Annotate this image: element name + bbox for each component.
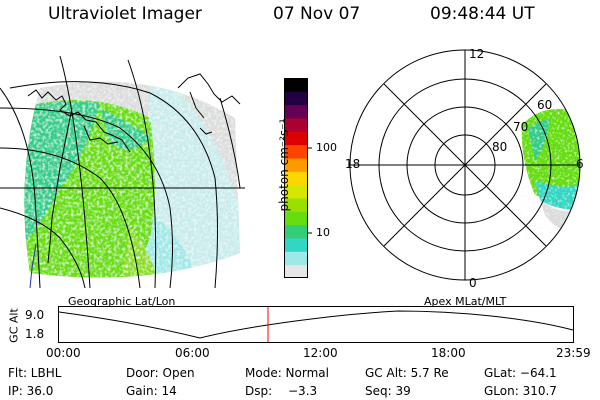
colorbar — [284, 78, 312, 278]
mlt-label-12: 12 — [469, 47, 485, 61]
left-panel-label: Geographic Lat/Lon — [68, 295, 176, 308]
polar-plot — [349, 49, 581, 281]
colorbar-tick-100: 100 — [316, 141, 337, 154]
gain-info: Gain: 14 — [126, 384, 177, 398]
xtick-0000: 00:00 — [46, 346, 81, 360]
colorbar-strip — [284, 238, 308, 252]
xtick-1200: 12:00 — [303, 346, 338, 360]
dsp-label: Dsp: — [245, 384, 273, 398]
glat-info: GLat: −64.1 — [484, 366, 557, 380]
geographic-image — [0, 55, 245, 288]
filter-info: Flt: LBHL — [8, 366, 62, 380]
colorbar-strip — [284, 211, 308, 226]
glon-info: GLon: 310.7 — [484, 384, 557, 398]
colorbar-strip — [284, 251, 308, 266]
mlat-label-70: 70 — [513, 120, 529, 134]
colorbar-tick-10: 10 — [316, 226, 330, 239]
mlt-label-18: 18 — [345, 157, 361, 171]
colorbar-strip — [284, 171, 308, 186]
mlt-label-0: 0 — [469, 276, 477, 290]
colorbar-strip — [284, 131, 308, 146]
mlt-label-6: 6 — [576, 157, 584, 171]
colorbar-strips — [284, 78, 308, 278]
date-label: 07 Nov 07 — [273, 4, 361, 24]
colorbar-strip — [284, 144, 308, 159]
altitude-ytick-min: 1.8 — [25, 327, 45, 341]
seq-info: Seq: 39 — [365, 384, 411, 398]
colorbar-strip — [284, 198, 308, 212]
colorbar-unit-label: photon cm⁻²s⁻¹ — [277, 118, 291, 212]
gc-alt-info: GC Alt: 5.7 Re — [365, 366, 449, 380]
altitude-ylabel: GC Alt — [7, 308, 21, 343]
colorbar-strip — [284, 91, 308, 106]
time-label: 09:48:44 UT — [430, 4, 535, 24]
altitude-plot — [58, 306, 574, 343]
dsp-value: −3.3 — [288, 384, 318, 398]
xtick-2359: 23:59 — [556, 346, 591, 360]
xtick-0600: 06:00 — [175, 346, 210, 360]
colorbar-strip — [284, 158, 308, 172]
xtick-1800: 18:00 — [431, 346, 466, 360]
colorbar-strip — [284, 184, 308, 199]
right-panel-label: Apex MLat/MLT — [424, 295, 507, 308]
mode-info: Mode: Normal — [245, 366, 329, 380]
altitude-ytick-max: 9.0 — [25, 308, 45, 322]
colorbar-strip — [284, 118, 308, 132]
colorbar-strip — [284, 224, 308, 239]
colorbar-strip — [284, 264, 308, 278]
instrument-title: Ultraviolet Imager — [48, 4, 202, 24]
ip-info: IP: 36.0 — [8, 384, 54, 398]
mlat-label-60: 60 — [537, 98, 553, 112]
mlat-label-80: 80 — [492, 140, 508, 154]
door-info: Door: Open — [126, 366, 195, 380]
colorbar-strip — [284, 78, 308, 92]
colorbar-strip — [284, 104, 308, 119]
